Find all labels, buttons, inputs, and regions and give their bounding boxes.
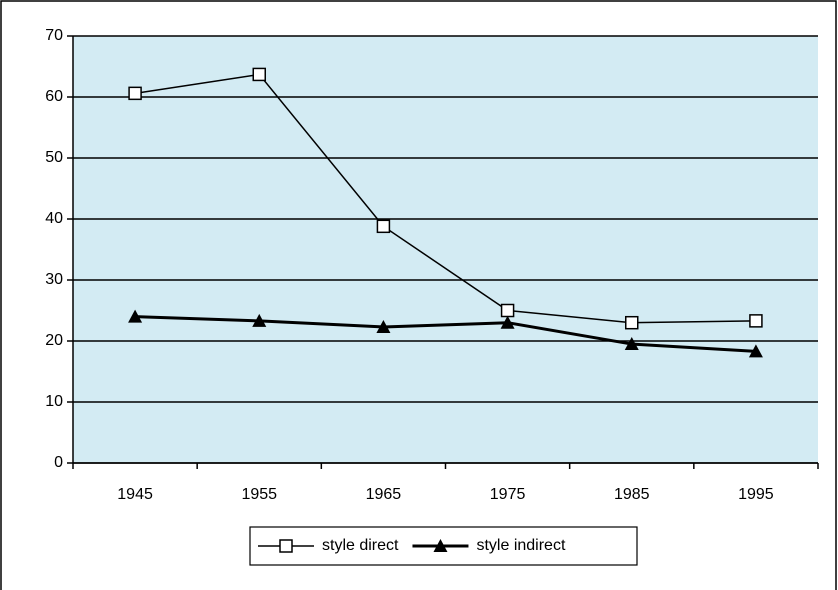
plot-area [73, 36, 818, 463]
y-tick-label: 50 [45, 149, 63, 166]
data-point [376, 319, 391, 333]
data-point [252, 313, 267, 327]
data-point [625, 315, 639, 330]
x-tick-label: 1955 [241, 486, 277, 503]
data-point [748, 344, 763, 358]
y-tick-label: 20 [45, 332, 63, 349]
data-point [500, 315, 515, 329]
y-tick-label: 30 [45, 271, 63, 288]
data-point [749, 314, 763, 328]
series-line [134, 73, 756, 324]
x-tick-label: 1975 [490, 486, 526, 503]
y-tick-label: 10 [45, 393, 63, 410]
data-point [252, 67, 266, 82]
x-tick-label: 1995 [738, 486, 774, 503]
legend-label: style indirect [476, 537, 565, 554]
legend-label: style direct [322, 537, 399, 554]
y-tick-label: 60 [45, 88, 63, 105]
x-tick-label: 1945 [117, 486, 153, 503]
legend-marker [433, 539, 448, 552]
data-point [624, 337, 639, 351]
x-tick-label: 1965 [366, 486, 402, 503]
data-point [500, 303, 515, 318]
data-point [376, 219, 391, 234]
x-tick-label: 1985 [614, 486, 650, 503]
data-point [128, 86, 142, 101]
y-tick-label: 0 [54, 454, 63, 471]
y-tick-label: 70 [45, 27, 63, 44]
series-line [135, 315, 757, 353]
data-point [128, 309, 143, 323]
legend-marker [279, 539, 293, 553]
y-tick-label: 40 [45, 210, 63, 227]
